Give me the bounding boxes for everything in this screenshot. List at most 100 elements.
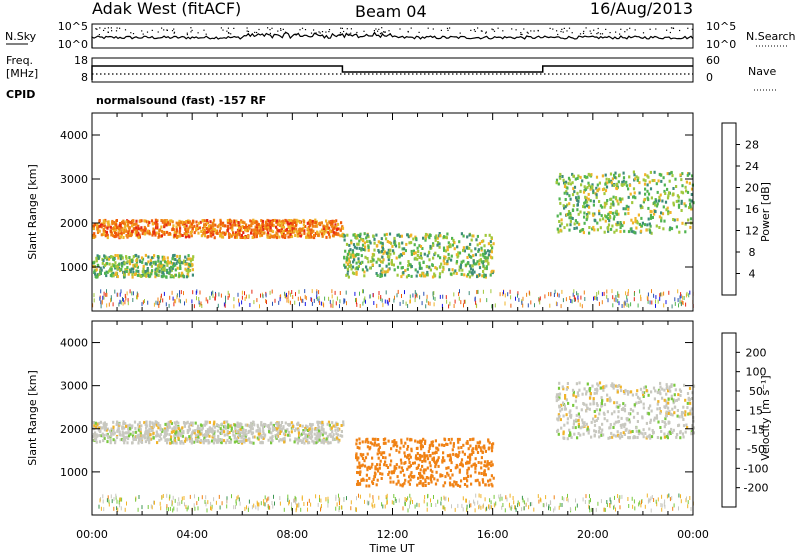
echo-cell [303,220,305,223]
echo-cell [617,416,619,419]
echo-cell [638,304,639,308]
echo-cell [214,438,216,441]
echo-cell [578,419,580,422]
echo-cell [244,236,246,239]
echo-cell [635,393,637,396]
echo-cell [439,256,441,259]
echo-cell [491,236,493,239]
echo-cell [487,480,489,483]
echo-cell [689,203,691,206]
echo-cell [491,446,493,449]
echo-cell [339,434,341,437]
echo-cell [227,226,229,229]
echo-cell [430,475,432,478]
power-ylabel: Slant Range [km] [26,164,39,260]
echo-cell [449,483,451,486]
echo-cell [397,481,399,484]
echo-cell [567,382,569,385]
echo-cell [613,218,615,221]
echo-cell [642,222,644,225]
echo-cell [586,186,588,189]
echo-cell [214,236,216,239]
echo-cell [618,435,620,438]
echo-cell [443,444,445,447]
echo-cell [576,204,578,207]
echo-cell [561,175,563,178]
echo-cell [466,472,468,475]
echo-cell [459,471,461,474]
echo-cell [415,290,416,294]
echo-cell [266,228,268,231]
echo-cell [219,230,221,233]
echo-cell [650,210,652,213]
echo-cell [444,496,445,500]
echo-cell [145,228,147,231]
echo-cell [583,216,585,219]
echo-cell [121,301,122,305]
echo-cell [272,426,274,429]
echo-cell [175,299,176,303]
echo-cell [643,198,645,201]
echo-cell [389,453,391,456]
echo-cell [149,421,151,424]
echo-cell [136,233,138,236]
echo-cell [454,304,455,308]
echo-cell [394,465,396,468]
echo-cell [207,300,208,304]
echo-cell [568,177,570,180]
echo-cell [687,402,689,405]
echo-cell [228,441,230,444]
echo-cell [598,291,599,295]
freq-label-2: [MHz] [6,67,38,80]
echo-cell [105,226,107,229]
echo-cell [364,232,366,235]
echo-cell [611,225,613,228]
echo-cell [398,245,400,248]
echo-cell [420,245,422,248]
noise-right-tick-bottom: 10^0 [706,38,736,51]
echo-cell [142,232,144,235]
echo-cell [206,219,208,222]
echo-cell [403,451,405,454]
echo-cell [94,273,96,276]
echo-cell [137,293,138,297]
echo-cell [680,292,681,296]
echo-cell [473,500,474,504]
echo-cell [529,291,530,295]
echo-cell [566,297,567,301]
echo-cell [673,411,675,414]
echo-cell [319,301,320,305]
echo-cell [384,234,386,237]
echo-cell [139,259,141,262]
echo-cell [563,424,565,427]
echo-cell [613,401,615,404]
echo-cell [607,228,609,231]
echo-cell [653,294,654,298]
echo-cell [612,212,614,215]
echo-cell [391,471,393,474]
echo-cell [485,234,487,237]
echo-cell [359,247,361,250]
echo-cell [670,428,672,431]
echo-cell [609,436,611,439]
echo-cell [450,441,452,444]
echo-cell [623,230,625,233]
echo-cell [434,452,436,455]
echo-cell [683,384,685,387]
echo-cell [294,440,296,443]
echo-cell [461,261,463,264]
echo-cell [451,438,453,441]
echo-cell [322,440,324,443]
echo-cell [399,484,401,487]
echo-cell [353,258,355,261]
echo-cell [616,401,618,404]
echo-cell [188,254,190,257]
echo-cell [278,301,279,305]
echo-cell [408,480,410,483]
echo-cell [182,442,184,445]
echo-cell [424,275,426,278]
echo-cell [143,300,144,304]
echo-cell [480,254,482,257]
echo-cell [619,301,620,305]
echo-cell [115,234,117,237]
